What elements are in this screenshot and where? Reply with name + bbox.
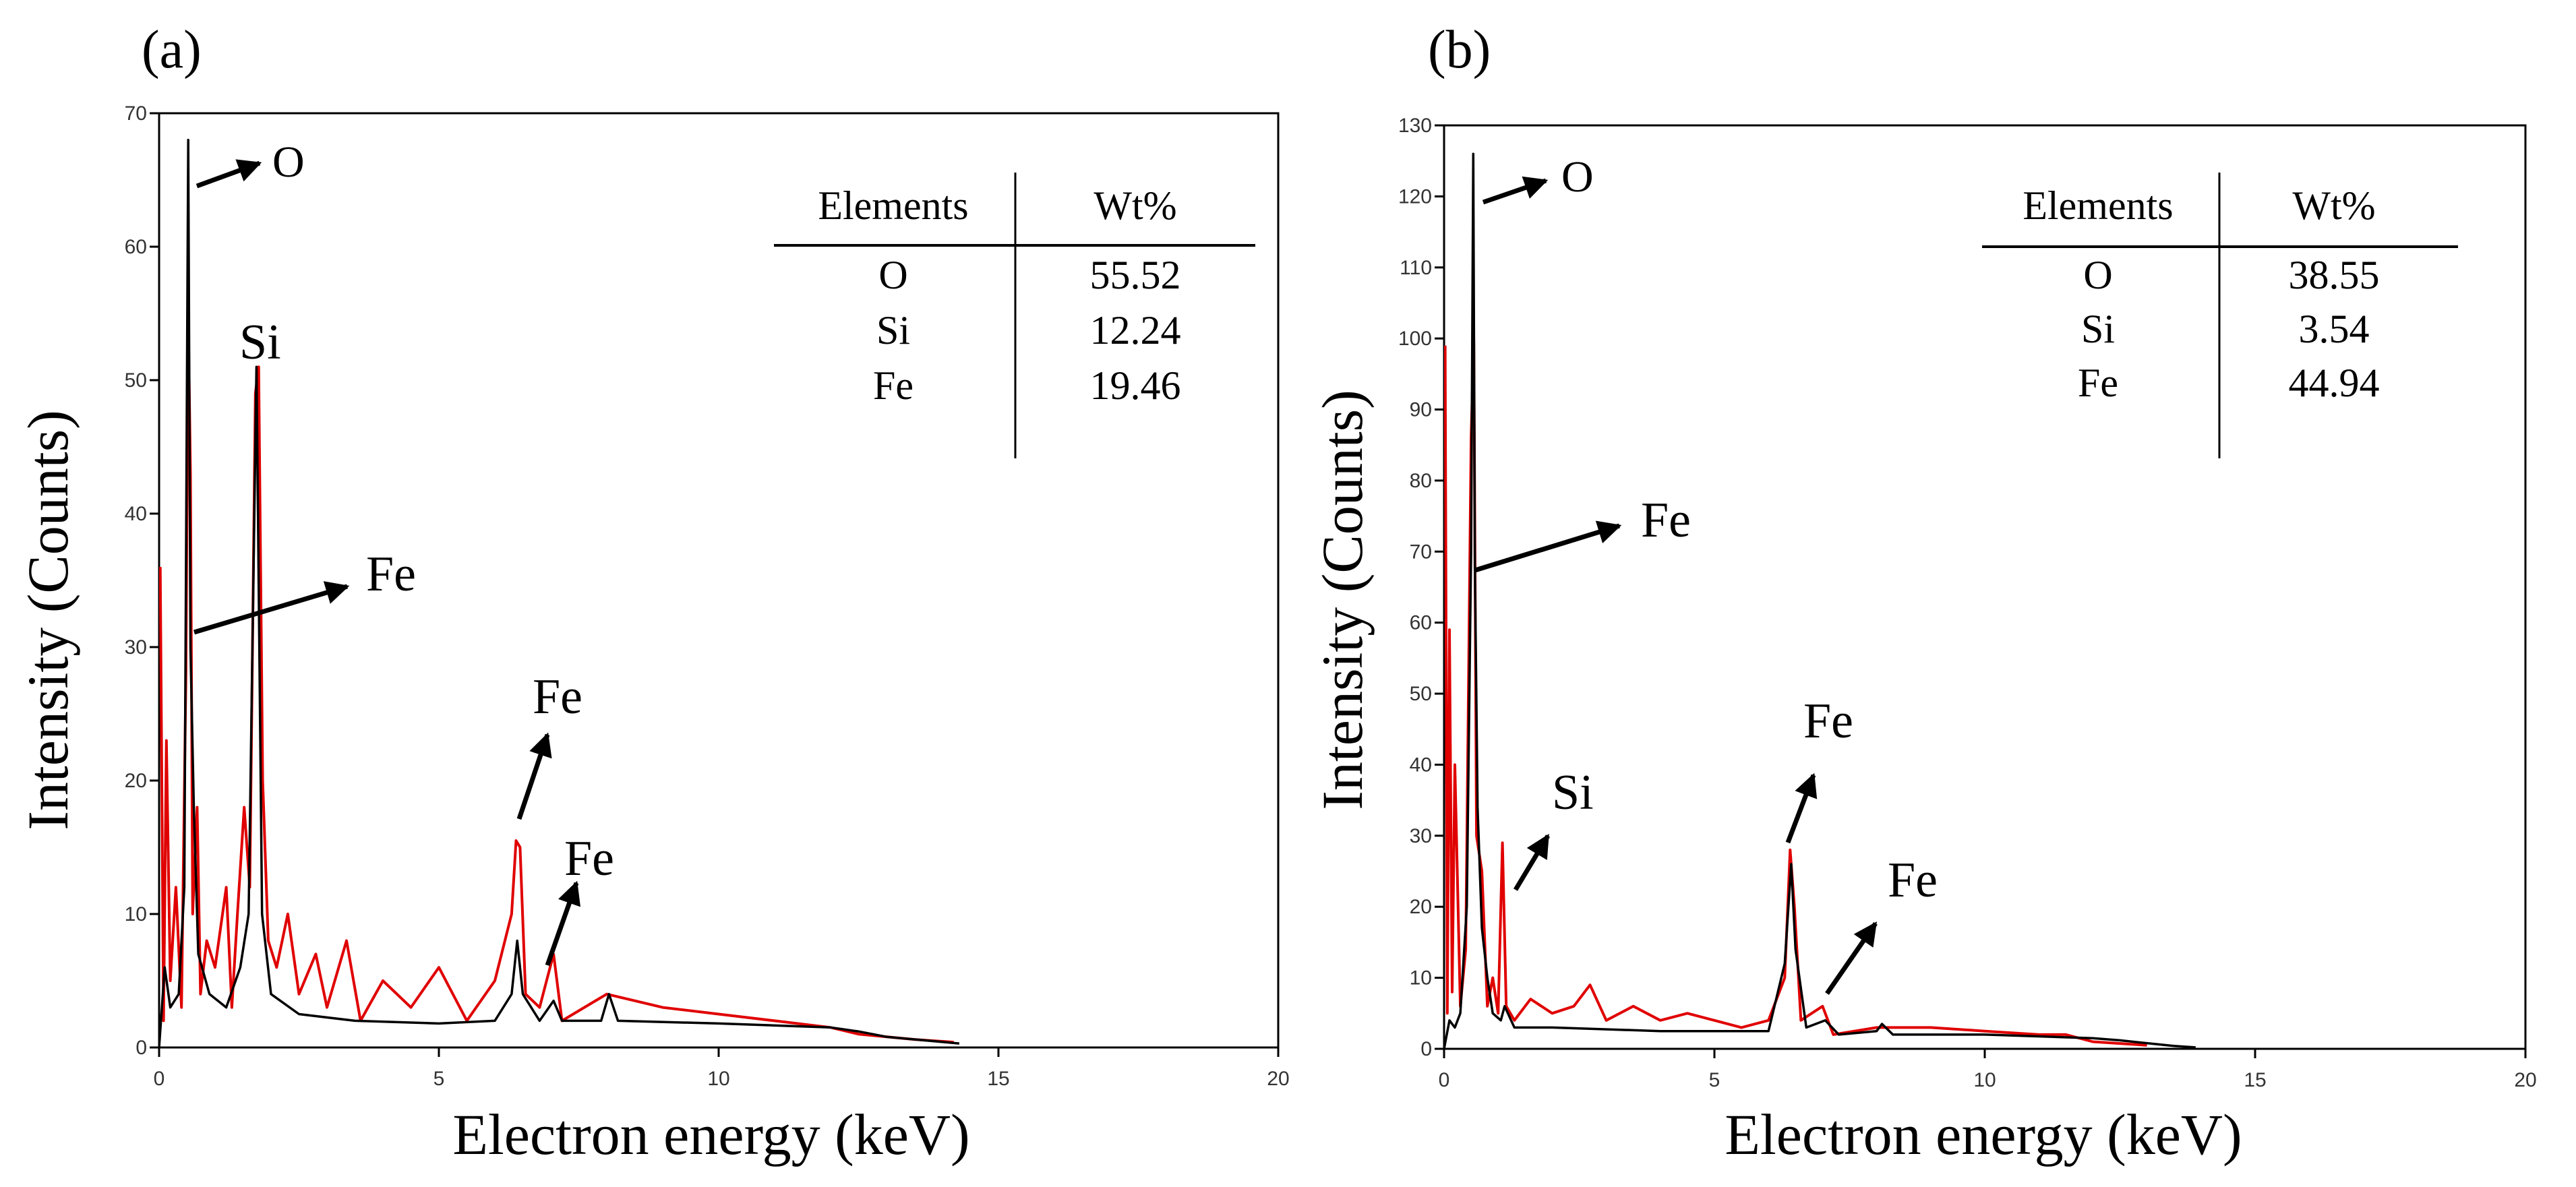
label-fe-3: Fe [1888,853,1938,908]
x-tick-label: 0 [154,1068,165,1090]
table-row-o-element: O [878,253,907,297]
label-fe-2: Fe [533,669,582,725]
label-fe-2: Fe [1803,694,1853,749]
y-axis-ticks: 0 10 20 30 40 50 60 70 [125,102,159,1059]
y-tick-label: 40 [1410,754,1432,776]
table-row-fe-element: Fe [2078,361,2118,405]
label-fe-1: Fe [366,547,416,602]
x-tick-label: 10 [1973,1069,1996,1091]
x-axis-ticks: 0 5 10 15 20 [154,1047,1290,1090]
arrow-fe-3 [545,880,581,967]
y-tick-label: 120 [1398,185,1432,208]
y-tick-label: 40 [125,503,147,525]
y-tick-label: 80 [1410,470,1432,492]
arrow-fe-2 [516,732,552,820]
label-o: O [1561,152,1594,202]
label-o: O [272,138,305,187]
table-row-o-value: 38.55 [2289,253,2380,297]
arrow-o [196,159,262,189]
y-axis-ticks: 0 10 20 30 40 50 60 70 80 90 100 110 120 130 [1398,115,1444,1060]
y-tick-label: 10 [1410,967,1432,990]
panel-label: (b) [1428,20,1491,80]
x-tick-label: 10 [707,1068,729,1090]
table-row-si-value: 12.24 [1090,308,1181,353]
table-header-elements: Elements [818,183,968,228]
x-tick-label: 5 [1709,1069,1720,1091]
y-tick-label: 60 [125,236,147,258]
table-row-fe-value: 19.46 [1090,363,1181,408]
label-fe-1: Fe [1641,493,1691,548]
x-tick-label: 20 [2514,1069,2536,1091]
y-axis-title: Intensity (Counts) [1310,390,1375,810]
black-spectrum-line [159,138,960,1047]
black-spectrum-line [1444,152,2196,1049]
y-tick-label: 130 [1398,115,1432,137]
label-fe-3: Fe [564,831,614,886]
arrow-fe-1 [193,581,350,635]
table-row-o-value: 55.52 [1090,253,1181,297]
x-tick-label: 15 [2244,1069,2266,1091]
composition-table: Elements Wt% O 55.52 Si 12.24 Fe 19.46 [774,173,1255,458]
table-header-wt: Wt% [1094,183,1176,228]
y-tick-label: 100 [1398,328,1432,350]
arrow-fe-2 [1785,772,1818,844]
table-row-fe-value: 44.94 [2289,361,2380,405]
x-tick-label: 15 [987,1068,1009,1090]
x-tick-label: 5 [433,1068,445,1090]
x-axis-title: Electron energy (keV) [452,1102,969,1167]
x-axis-title: Electron energy (keV) [1725,1102,2242,1167]
panel-label: (a) [142,20,202,80]
y-tick-label: 60 [1410,612,1432,634]
table-row-si-element: Si [876,308,910,353]
y-tick-label: 20 [125,770,147,792]
y-tick-label: 90 [1410,399,1432,421]
x-tick-label: 20 [1267,1068,1289,1090]
arrow-fe-1 [1474,520,1622,573]
arrow-si [1513,833,1551,891]
table-row-o-element: O [2083,253,2112,297]
y-tick-label: 0 [136,1037,147,1059]
y-tick-label: 0 [1420,1038,1432,1060]
panel-b: (b) 0 10 20 30 40 50 60 70 80 90 100 110 120 130 0 5 10… [1310,20,2537,1167]
composition-table: Elements Wt% O 38.55 Si 3.54 Fe 44.94 [1982,173,2458,458]
y-tick-label: 30 [1410,825,1432,847]
table-row-fe-element: Fe [873,363,913,408]
label-si: Si [239,315,281,370]
table-row-si-value: 3.54 [2299,307,2370,351]
arrow-o [1482,176,1549,205]
y-axis-title: Intensity (Counts) [16,410,80,830]
y-tick-label: 30 [125,636,147,659]
y-tick-label: 110 [1400,257,1432,279]
y-tick-label: 10 [125,903,147,925]
table-header-elements: Elements [2023,183,2173,228]
x-tick-label: 0 [1439,1069,1450,1091]
table-header-wt: Wt% [2292,183,2375,228]
label-si: Si [1552,765,1594,820]
y-tick-label: 70 [1410,541,1432,563]
arrow-fe-3 [1825,921,1878,995]
y-tick-label: 50 [1410,683,1432,705]
table-row-si-element: Si [2081,307,2115,351]
y-tick-label: 20 [1410,896,1432,918]
x-axis-ticks: 0 5 10 15 20 [1439,1049,2537,1091]
y-tick-label: 50 [125,369,147,392]
y-tick-label: 70 [125,102,147,125]
